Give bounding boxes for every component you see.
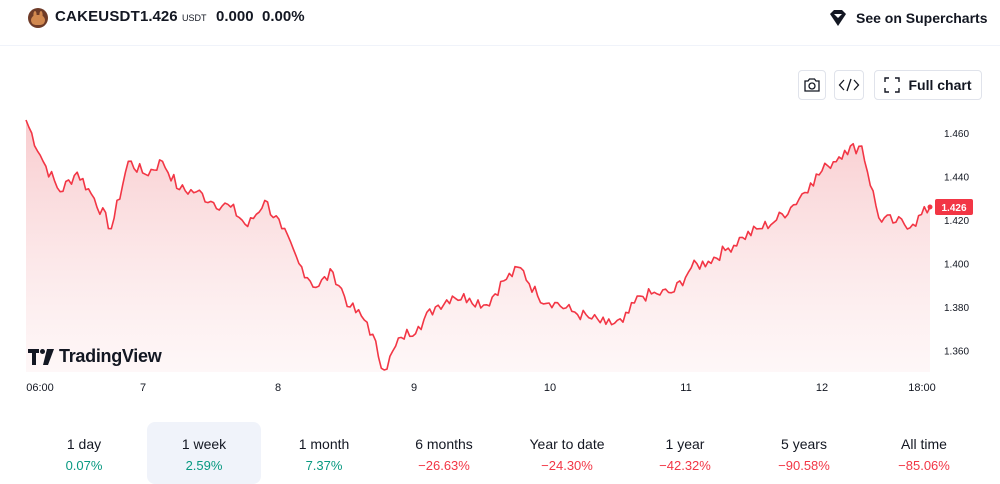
period-performance-tabs: 1 day 0.07% 1 week 2.59% 1 month 7.37% 6… xyxy=(20,422,982,484)
period-change: 2.59% xyxy=(185,458,223,473)
period-tab-6-months[interactable]: 6 months −26.63% xyxy=(387,422,501,484)
period-change: −90.58% xyxy=(778,458,830,473)
period-tab-year-to-date[interactable]: Year to date −24.30% xyxy=(510,422,624,484)
period-tab-5-years[interactable]: 5 years −90.58% xyxy=(747,422,861,484)
period-change: −24.30% xyxy=(541,458,593,473)
period-tab-all-time[interactable]: All time −85.06% xyxy=(867,422,981,484)
period-label: 5 years xyxy=(781,436,827,452)
period-label: 1 day xyxy=(66,436,102,452)
code-embed-icon xyxy=(838,78,860,92)
price-currency: USDT xyxy=(182,13,207,23)
y-axis: 1.360 1.380 1.400 1.420 1.440 1.460 xyxy=(944,129,969,357)
period-label: All time xyxy=(901,436,947,452)
embed-code-button[interactable] xyxy=(834,70,864,100)
period-change: −26.63% xyxy=(418,458,470,473)
last-price-label: 1.426 xyxy=(941,203,966,214)
price-line xyxy=(25,119,931,371)
last-price-marker: 1.426 xyxy=(927,198,973,215)
period-change: −85.06% xyxy=(898,458,950,473)
price-area-fill xyxy=(26,120,930,372)
price-area-chart[interactable]: 1.360 1.380 1.400 1.420 1.440 1.460 06:00 7 8 9 1… xyxy=(0,110,1000,400)
y-tick-label: 1.360 xyxy=(944,346,969,357)
see-on-supercharts-link[interactable]: See on Supercharts xyxy=(828,6,988,30)
x-tick-label: 18:00 xyxy=(908,382,936,394)
x-tick-label: 12 xyxy=(816,382,828,394)
price-change: 0.000 xyxy=(216,8,254,25)
period-tab-1-week[interactable]: 1 week 2.59% xyxy=(147,422,261,484)
period-change: 7.37% xyxy=(305,458,343,473)
x-tick-label: 10 xyxy=(544,382,556,394)
period-tab-1-year[interactable]: 1 year −42.32% xyxy=(628,422,742,484)
camera-icon xyxy=(804,78,820,92)
period-change: −42.32% xyxy=(659,458,711,473)
x-tick-label: 11 xyxy=(680,382,691,394)
period-tab-1-day[interactable]: 1 day 0.07% xyxy=(27,422,141,484)
y-tick-label: 1.400 xyxy=(944,259,969,270)
tradingview-logo-icon xyxy=(28,348,54,365)
pancakeswap-bunny-icon xyxy=(28,8,48,28)
tradingview-brand-name: TradingView xyxy=(59,346,162,366)
supercharts-label: See on Supercharts xyxy=(856,10,988,26)
x-tick-label: 8 xyxy=(275,382,281,394)
fullscreen-icon xyxy=(884,77,901,93)
period-label: 6 months xyxy=(415,436,473,452)
symbol-header: CAKEUSDT 1.426 USDT 0.000 0.00% See on S… xyxy=(0,0,1000,46)
last-price: 1.426 xyxy=(140,8,178,25)
period-label: 1 year xyxy=(665,436,705,452)
y-tick-label: 1.380 xyxy=(944,303,969,314)
last-price-dot xyxy=(927,204,933,210)
x-tick-label: 7 xyxy=(140,382,146,394)
period-label: 1 month xyxy=(298,436,350,452)
tradingview-watermark[interactable]: TradingView xyxy=(28,346,162,367)
period-change: 0.07% xyxy=(65,458,103,473)
x-tick-label: 9 xyxy=(411,382,417,394)
x-axis: 06:00 7 8 9 10 11 12 18:00 xyxy=(26,382,936,394)
price-change-percent: 0.00% xyxy=(262,8,305,25)
y-tick-label: 1.460 xyxy=(944,129,969,140)
period-label: Year to date xyxy=(529,436,605,452)
full-chart-button[interactable]: Full chart xyxy=(874,70,982,100)
period-label: 1 week xyxy=(181,436,227,452)
symbol-name[interactable]: CAKEUSDT xyxy=(55,8,140,25)
last-price-badge xyxy=(935,198,973,215)
period-tab-1-month[interactable]: 1 month 7.37% xyxy=(267,422,381,484)
x-tick-label: 06:00 xyxy=(26,382,54,394)
tradingview-gem-icon xyxy=(830,10,846,26)
y-tick-label: 1.440 xyxy=(944,173,969,184)
full-chart-label: Full chart xyxy=(908,77,972,93)
snapshot-button[interactable] xyxy=(798,70,826,100)
y-tick-label: 1.420 xyxy=(944,216,969,227)
